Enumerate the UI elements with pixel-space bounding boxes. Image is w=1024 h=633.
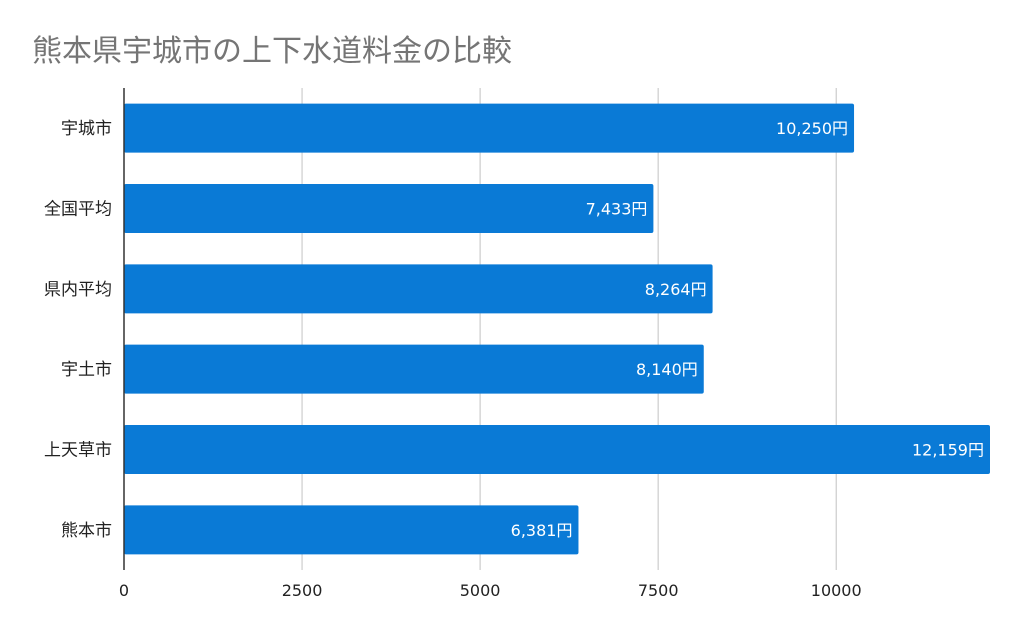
x-tick-label: 0 — [119, 581, 129, 600]
bar — [124, 184, 654, 233]
bar-value-label: 10,250円 — [776, 119, 848, 138]
category-label: 宇城市 — [61, 119, 112, 139]
bar — [124, 103, 855, 153]
category-label: 県内平均 — [44, 280, 112, 300]
bars: 10,250円 7,433円 8,264円 8,140円 12,159円 6,381円 — [124, 103, 990, 555]
x-tick-label: 7500 — [638, 581, 679, 600]
bar-value-label: 8,264円 — [645, 280, 707, 299]
bar — [124, 344, 704, 394]
bar — [124, 425, 990, 474]
bar — [124, 264, 713, 314]
category-label: 宇土市 — [61, 360, 112, 380]
category-label: 全国平均 — [44, 200, 112, 220]
bar-value-label: 7,433円 — [586, 200, 648, 219]
bar — [124, 505, 579, 555]
x-tick-label: 5000 — [460, 581, 501, 600]
x-tick-label: 10000 — [811, 581, 862, 600]
chart-title: 熊本県宇城市の上下水道料金の比較 — [32, 34, 512, 69]
grid-lines — [301, 88, 837, 570]
category-label: 熊本市 — [61, 521, 112, 541]
category-label: 上天草市 — [44, 441, 112, 461]
bar-value-label: 6,381円 — [511, 521, 573, 540]
bar-value-label: 8,140円 — [636, 360, 698, 379]
x-tick-label: 2500 — [282, 581, 323, 600]
bar-value-label: 12,159円 — [912, 441, 984, 460]
